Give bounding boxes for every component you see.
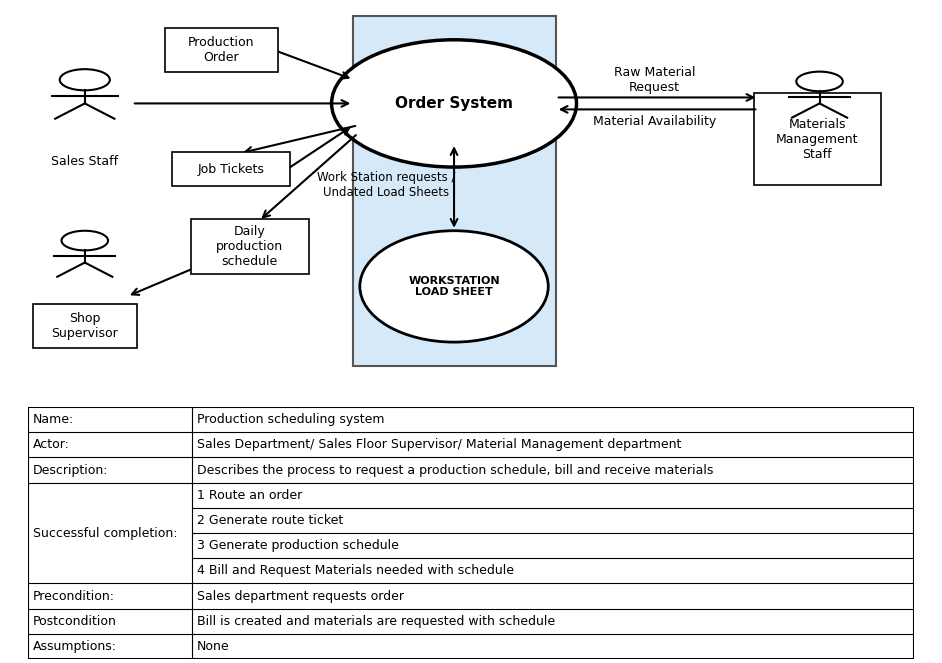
Text: Assumptions:: Assumptions: [33, 640, 117, 653]
Text: Name:: Name: [33, 413, 73, 426]
Text: Production scheduling system: Production scheduling system [197, 413, 384, 426]
Text: Raw Material
Request: Raw Material Request [614, 66, 695, 93]
FancyBboxPatch shape [353, 16, 556, 366]
Text: Description:: Description: [33, 463, 108, 477]
Text: Bill is created and materials are requested with schedule: Bill is created and materials are reques… [197, 615, 555, 628]
Text: Work Station requests /
Undated Load Sheets: Work Station requests / Undated Load She… [317, 171, 456, 199]
Text: 2 Generate route ticket: 2 Generate route ticket [197, 514, 343, 527]
Text: Order System: Order System [395, 96, 513, 111]
FancyBboxPatch shape [28, 407, 914, 659]
Ellipse shape [360, 231, 548, 342]
Text: WORKSTATION
LOAD SHEET: WORKSTATION LOAD SHEET [408, 276, 500, 297]
Text: None: None [197, 640, 229, 653]
FancyBboxPatch shape [190, 219, 309, 274]
Text: Sales Staff: Sales Staff [51, 155, 119, 168]
Text: Daily
production
schedule: Daily production schedule [216, 225, 284, 268]
Text: Materials
Management
Staff: Materials Management Staff [776, 118, 858, 160]
Text: Sales department requests order: Sales department requests order [197, 589, 403, 603]
FancyBboxPatch shape [33, 304, 137, 348]
FancyBboxPatch shape [165, 28, 278, 72]
Text: Describes the process to request a production schedule, bill and receive materia: Describes the process to request a produ… [197, 463, 713, 477]
Text: 1 Route an order: 1 Route an order [197, 489, 301, 502]
Text: Sales Department/ Sales Floor Supervisor/ Material Management department: Sales Department/ Sales Floor Supervisor… [197, 438, 681, 452]
Text: Actor:: Actor: [33, 438, 70, 452]
Ellipse shape [332, 40, 577, 167]
Text: Material Availability: Material Availability [593, 115, 716, 128]
Text: Job Tickets: Job Tickets [198, 162, 264, 176]
Text: Successful completion:: Successful completion: [33, 526, 177, 540]
Text: 3 Generate production schedule: 3 Generate production schedule [197, 539, 398, 552]
FancyBboxPatch shape [754, 93, 881, 185]
Text: Postcondition: Postcondition [33, 615, 117, 628]
Text: Shop
Supervisor: Shop Supervisor [52, 312, 118, 340]
Text: Precondition:: Precondition: [33, 589, 115, 603]
Text: 4 Bill and Request Materials needed with schedule: 4 Bill and Request Materials needed with… [197, 564, 513, 577]
Text: Production
Order: Production Order [188, 36, 254, 64]
FancyBboxPatch shape [171, 152, 290, 186]
